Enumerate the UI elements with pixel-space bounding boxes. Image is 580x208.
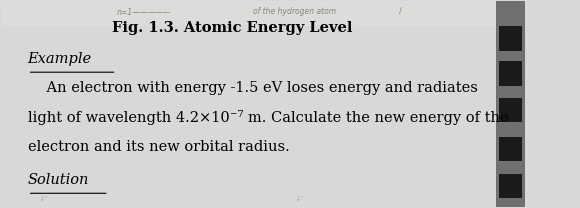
Text: light of wavelength 4.2×10⁻⁷ m. Calculate the new energy of the: light of wavelength 4.2×10⁻⁷ m. Calculat… bbox=[28, 110, 508, 125]
Text: ↓ⁿ: ↓ⁿ bbox=[295, 194, 304, 203]
FancyBboxPatch shape bbox=[499, 137, 523, 161]
Text: electron and its new orbital radius.: electron and its new orbital radius. bbox=[28, 140, 289, 154]
FancyBboxPatch shape bbox=[499, 26, 523, 51]
Text: /: / bbox=[400, 6, 402, 15]
Text: of the hydrogen atom: of the hydrogen atom bbox=[253, 7, 336, 16]
Text: Example: Example bbox=[28, 52, 92, 66]
Text: Solution: Solution bbox=[28, 173, 89, 187]
Text: An electron with energy -1.5 eV loses energy and radiates: An electron with energy -1.5 eV loses en… bbox=[28, 80, 477, 95]
FancyBboxPatch shape bbox=[499, 61, 523, 85]
Text: n=1—————: n=1————— bbox=[117, 8, 171, 17]
FancyBboxPatch shape bbox=[1, 1, 525, 26]
FancyBboxPatch shape bbox=[496, 1, 525, 207]
FancyBboxPatch shape bbox=[499, 98, 523, 123]
FancyBboxPatch shape bbox=[499, 174, 523, 198]
Text: Fig. 1.3. Atomic Energy Level: Fig. 1.3. Atomic Energy Level bbox=[111, 21, 352, 35]
Text: ↓ⁿ: ↓ⁿ bbox=[38, 194, 48, 203]
